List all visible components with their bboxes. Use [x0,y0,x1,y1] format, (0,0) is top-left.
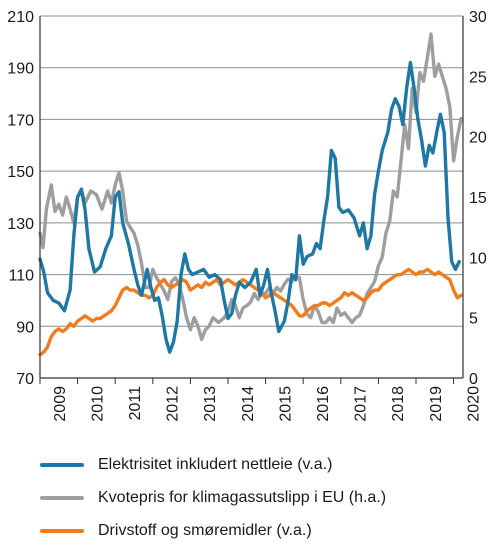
x-tick-2020: 2020 [465,386,482,422]
right-tick-25: 25 [469,69,487,86]
left-axis-tick-labels: 70 90 110 130 150 170 190 210 [7,9,34,388]
left-tick-170: 170 [7,112,34,129]
series-line-0 [38,60,461,354]
x-tick-2013: 2013 [202,386,219,422]
legend-label-fuel: Drivstoff og smøremidler (v.a.) [98,521,312,539]
right-tick-0: 0 [469,371,478,388]
x-axis-tick-labels: 2009 2010 2011 2012 2013 2014 2015 2016 2017 2018… [52,386,483,422]
left-tick-190: 190 [7,61,34,78]
right-tick-10: 10 [469,250,487,267]
x-tick-2016: 2016 [315,386,332,422]
x-tick-2014: 2014 [240,386,257,422]
legend: Elektrisitet inkludert nettleie (v.a.) K… [40,448,490,547]
legend-swatch-emission-quota [40,495,84,500]
legend-label-electricity: Elektrisitet inkludert nettleie (v.a.) [98,455,333,473]
x-tick-2019: 2019 [428,386,445,422]
axes [39,16,464,384]
grid-lines [40,15,463,327]
series-line-1 [38,32,463,342]
x-tick-2015: 2015 [277,386,294,422]
right-tick-20: 20 [469,130,487,147]
left-tick-150: 150 [7,164,34,181]
left-tick-210: 210 [7,9,34,26]
x-tick-2017: 2017 [353,386,370,422]
series-line-2 [38,267,463,357]
legend-item-electricity: Elektrisitet inkludert nettleie (v.a.) [40,448,490,481]
x-tick-2012: 2012 [165,386,182,422]
legend-label-emission-quota: Kvotepris for klimagassutslipp i EU (h.a… [98,488,387,506]
line-chart: 70 90 110 130 150 170 190 210 0 5 10 15 20 25 30 2009… [7,9,487,422]
legend-item-emission-quota: Kvotepris for klimagassutslipp i EU (h.a… [40,481,490,514]
left-tick-130: 130 [7,216,34,233]
x-tick-2010: 2010 [89,386,106,422]
left-tick-70: 70 [16,371,34,388]
legend-swatch-fuel [40,528,84,533]
series-layer [38,32,463,357]
right-axis-tick-labels: 0 5 10 15 20 25 30 [469,9,487,388]
right-tick-5: 5 [469,311,478,328]
legend-item-fuel: Drivstoff og smøremidler (v.a.) [40,514,490,547]
legend-swatch-electricity [40,462,84,467]
x-tick-2011: 2011 [127,386,144,421]
x-tick-2018: 2018 [390,386,407,422]
right-tick-15: 15 [469,190,487,207]
x-tick-2009: 2009 [52,386,69,422]
right-tick-30: 30 [469,9,487,26]
left-tick-90: 90 [16,319,34,336]
left-tick-110: 110 [8,268,34,285]
